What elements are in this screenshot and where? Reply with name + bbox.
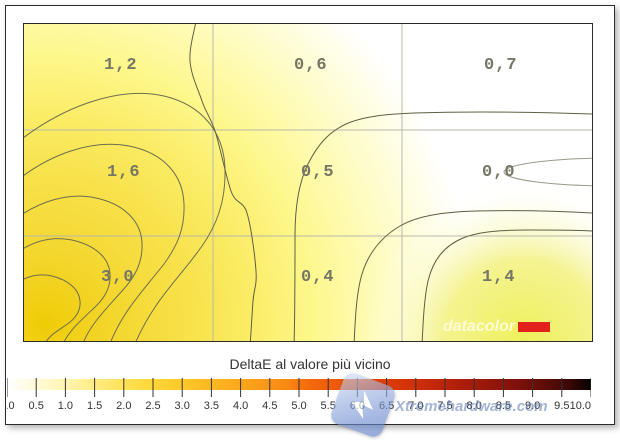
svg-text:2.0: 2.0 [116,400,131,412]
svg-text:1.0: 1.0 [58,400,73,412]
svg-text:1.5: 1.5 [87,400,102,412]
svg-text:4.5: 4.5 [262,400,277,412]
svg-text:0.5: 0.5 [29,400,44,412]
svg-text:4.0: 4.0 [233,400,248,412]
svg-text:3.0: 3.0 [175,400,190,412]
svg-text:0.0: 0.0 [7,400,15,412]
svg-text:2.5: 2.5 [145,400,160,412]
svg-text:3.5: 3.5 [204,400,219,412]
svg-text:5.0: 5.0 [291,400,306,412]
